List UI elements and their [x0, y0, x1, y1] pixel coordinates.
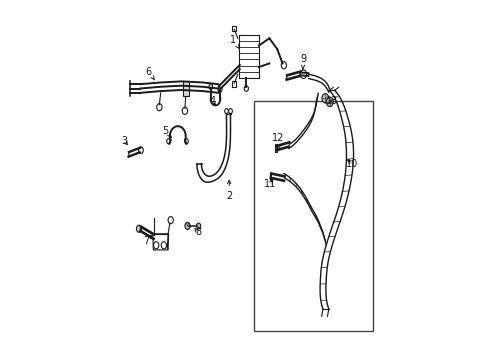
Text: 7: 7 [143, 235, 152, 246]
Text: 1: 1 [230, 35, 239, 48]
Text: 12: 12 [272, 133, 284, 149]
Text: 8: 8 [195, 227, 201, 237]
Polygon shape [270, 173, 271, 180]
Polygon shape [183, 81, 189, 96]
Polygon shape [275, 144, 277, 152]
Text: 4: 4 [210, 96, 216, 106]
Text: 10: 10 [346, 159, 359, 169]
Text: 2: 2 [226, 180, 232, 201]
Circle shape [185, 222, 190, 229]
Text: 6: 6 [146, 67, 155, 80]
Text: 11: 11 [264, 179, 276, 189]
Circle shape [136, 225, 142, 232]
Text: 13: 13 [326, 96, 339, 106]
Circle shape [322, 94, 329, 103]
Text: 5: 5 [162, 126, 171, 137]
Circle shape [196, 223, 201, 229]
Text: 3: 3 [121, 136, 127, 145]
Circle shape [326, 97, 333, 107]
Text: 9: 9 [300, 54, 306, 69]
